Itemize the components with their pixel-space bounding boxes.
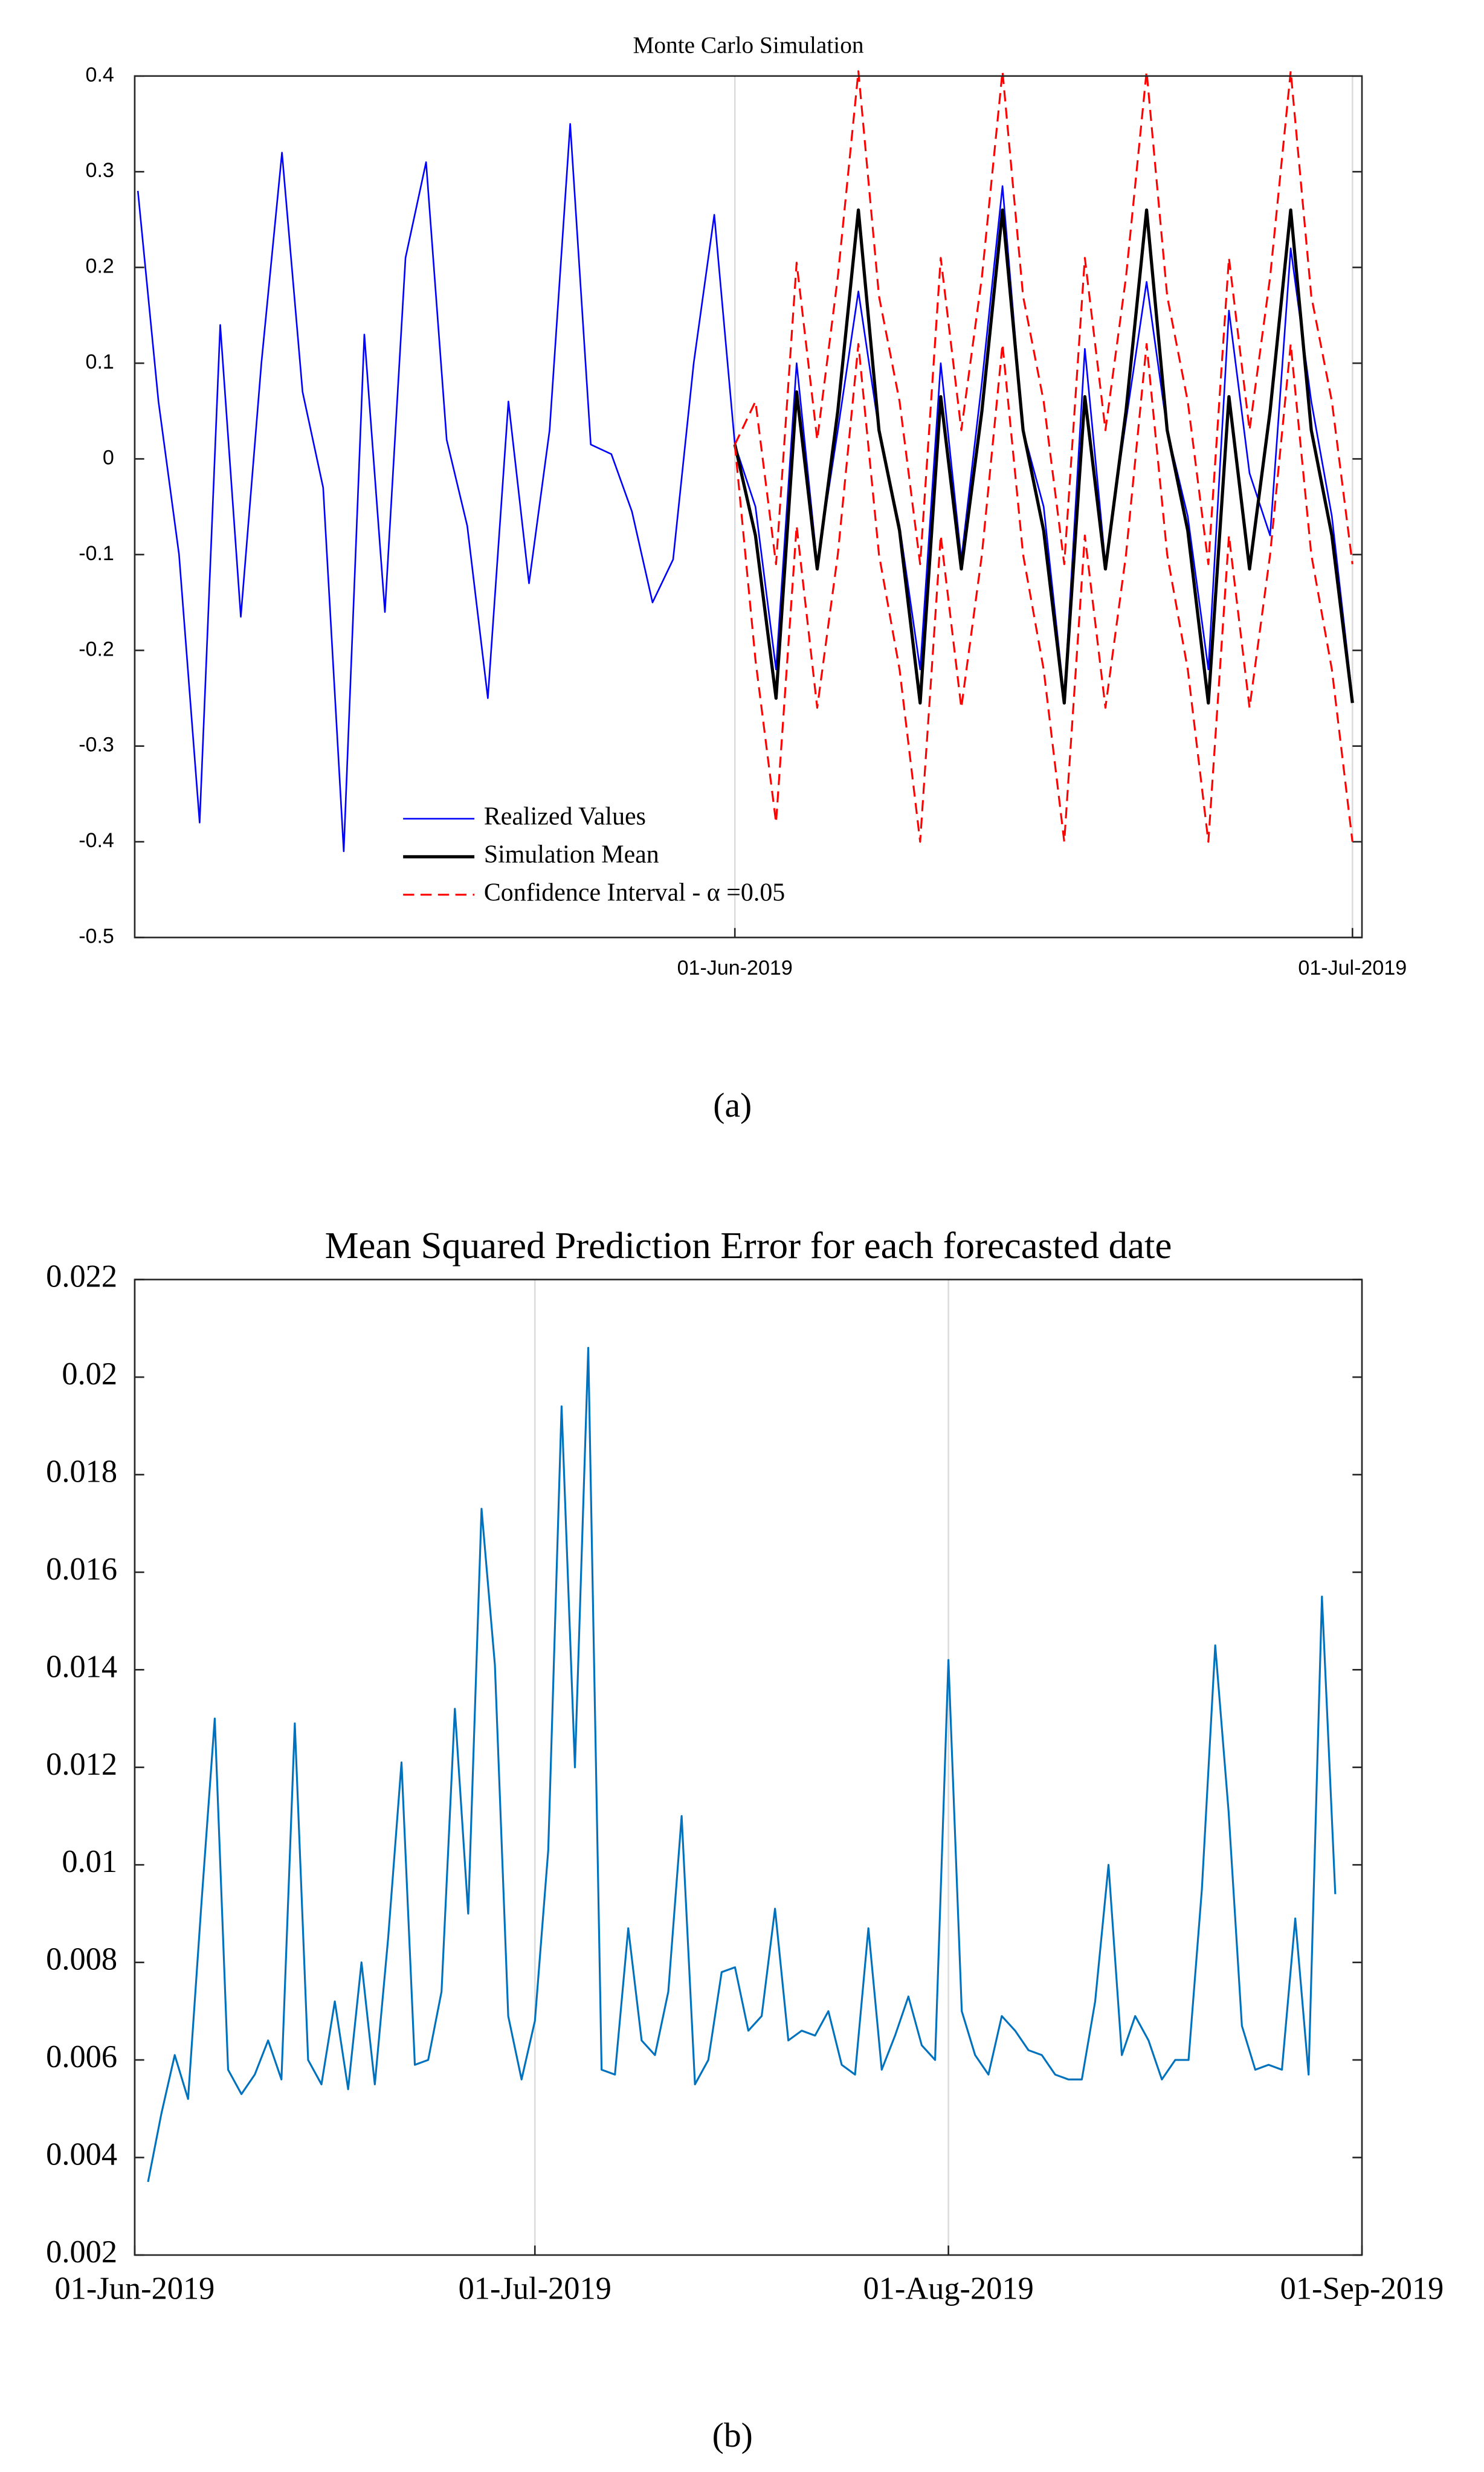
axes-box <box>134 1279 1363 2256</box>
y-tick-label: 0.002 <box>46 2235 117 2270</box>
y-tick-label: -0.2 <box>79 637 114 660</box>
y-tick-label: 0.006 <box>46 2039 117 2074</box>
y-tick-label: 0.008 <box>46 1942 117 1977</box>
y-tick-label: 0.018 <box>46 1454 117 1489</box>
x-tick-label: 01-Jun-2019 <box>54 2271 215 2306</box>
y-tick-label: 0.2 <box>86 255 114 278</box>
x-tick-label: 01-Jun-2019 <box>677 957 793 979</box>
x-tick-label: 01-Aug-2019 <box>863 2271 1033 2306</box>
chart-title: Monte Carlo Simulation <box>633 32 863 59</box>
y-tick-label: 0.01 <box>62 1844 117 1879</box>
x-tick-label: 01-Sep-2019 <box>1280 2271 1444 2306</box>
y-tick-label: 0.012 <box>46 1747 117 1782</box>
data-line <box>733 208 1354 705</box>
legend-label: Confidence Interval - α =0.05 <box>484 879 785 906</box>
legend-label: Realized Values <box>484 803 646 831</box>
y-tick-label: -0.1 <box>79 542 114 565</box>
legend-label: Simulation Mean <box>484 841 659 868</box>
y-tick-label: 0.1 <box>86 350 114 373</box>
y-tick-label: 0.022 <box>46 1259 117 1294</box>
data-line <box>137 123 1353 853</box>
data-line <box>734 343 1353 843</box>
y-tick-label: -0.5 <box>79 925 114 947</box>
y-tick-label: -0.4 <box>79 829 114 852</box>
panel-label: (b) <box>712 2416 753 2454</box>
axes-box <box>134 75 1363 938</box>
y-tick-label: 0 <box>103 446 114 469</box>
data-line <box>147 1347 1337 2183</box>
x-tick-label: 01-Jul-2019 <box>1298 957 1407 979</box>
y-tick-label: 0.004 <box>46 2137 117 2172</box>
y-tick-label: -0.3 <box>79 734 114 757</box>
y-tick-label: 0.3 <box>86 159 114 182</box>
panel-label: (a) <box>713 1086 752 1125</box>
chart-title: Mean Squared Prediction Error for each f… <box>325 1224 1172 1267</box>
data-line <box>734 70 1353 566</box>
y-tick-label: 0.014 <box>46 1649 117 1684</box>
y-tick-label: 0.02 <box>62 1357 117 1392</box>
x-tick-label: 01-Jul-2019 <box>459 2271 611 2306</box>
y-tick-label: 0.016 <box>46 1552 117 1587</box>
y-tick-label: 0.4 <box>86 63 114 86</box>
